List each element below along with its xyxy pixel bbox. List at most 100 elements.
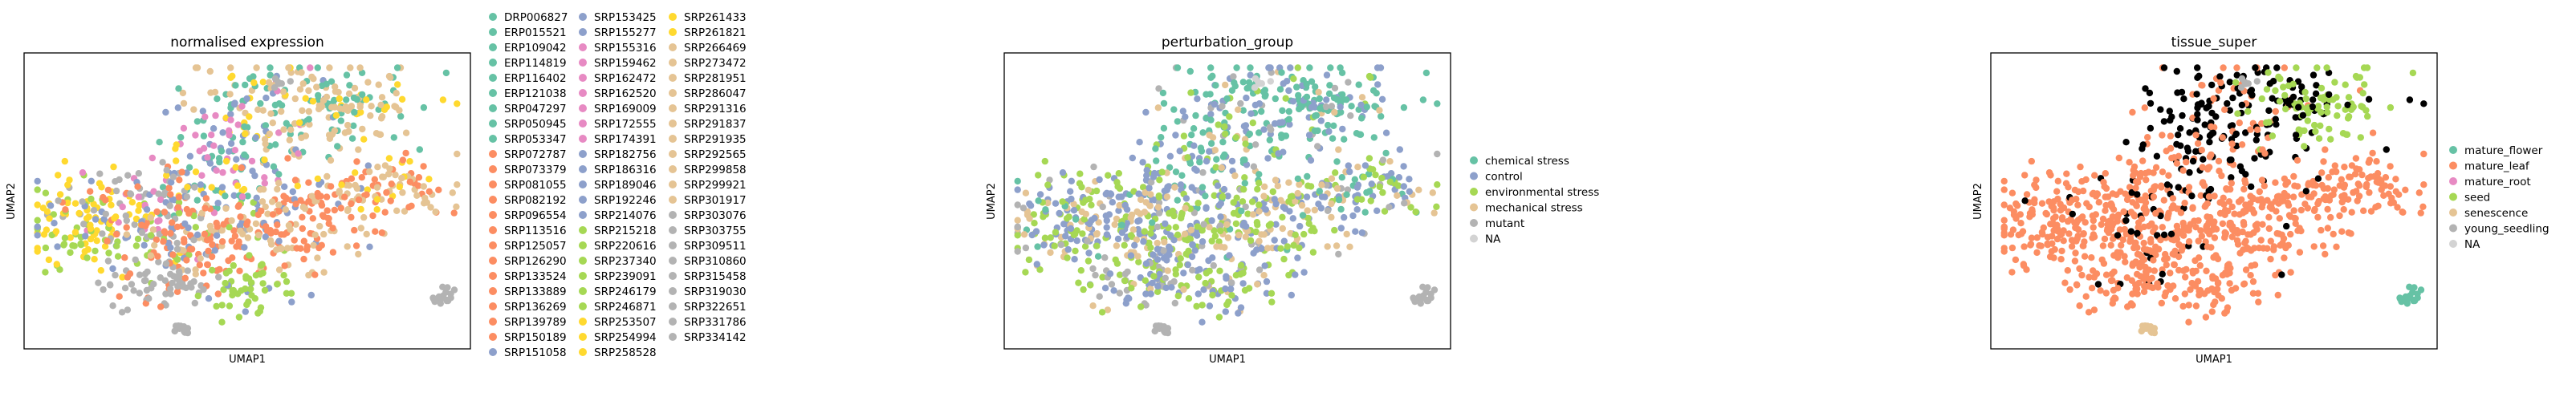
scatter-point: [2126, 159, 2133, 166]
scatter-point: [254, 106, 262, 113]
scatter-point: [1178, 209, 1186, 217]
scatter-point: [1094, 253, 1102, 260]
scatter-point: [1200, 221, 1207, 228]
scatter-point: [159, 184, 167, 191]
scatter-point: [2281, 189, 2288, 197]
scatter-point: [2122, 217, 2130, 225]
scatter-point: [1328, 200, 1335, 208]
scatter-point: [2297, 127, 2305, 135]
scatter-point: [2313, 82, 2320, 89]
scatter-point: [115, 219, 122, 226]
scatter-point: [2197, 100, 2205, 108]
scatter-point: [2287, 269, 2294, 276]
scatter-point: [1014, 177, 1021, 185]
scatter-point: [163, 172, 170, 179]
legend-label: SRP331786: [684, 316, 747, 329]
scatter-point: [246, 252, 253, 259]
scatter-point: [140, 241, 148, 249]
scatter-point: [324, 214, 332, 222]
scatter-point: [1034, 243, 1041, 250]
scatter-point: [381, 209, 389, 216]
scatter-point: [325, 220, 332, 227]
scatter-point: [1116, 290, 1124, 297]
scatter-point: [155, 190, 162, 197]
scatter-point: [1305, 220, 1312, 227]
scatter-point: [1093, 242, 1101, 249]
scatter-point: [87, 225, 95, 233]
scatter-point: [337, 117, 344, 124]
scatter-point: [42, 244, 50, 252]
scatter-point: [348, 175, 356, 182]
scatter-point: [1209, 291, 1216, 299]
scatter-point: [2042, 209, 2049, 217]
legend-marker: [669, 59, 677, 67]
scatter-point: [2119, 236, 2127, 244]
scatter-point: [1133, 208, 1141, 216]
scatter-point: [2272, 198, 2279, 205]
legend-marker: [669, 211, 677, 219]
legend-label: SRP254994: [594, 331, 657, 344]
scatter-point: [2167, 230, 2175, 237]
scatter-point: [173, 245, 181, 253]
scatter-point: [2265, 69, 2272, 76]
scatter-point: [343, 96, 350, 103]
scatter-point: [2265, 225, 2273, 233]
scatter-point: [1128, 285, 1135, 292]
scatter-point: [241, 244, 248, 251]
scatter-point: [1047, 249, 1054, 257]
scatter-point: [200, 269, 207, 277]
scatter-point: [1207, 64, 1215, 71]
scatter-point: [257, 261, 265, 269]
scatter-point: [2180, 223, 2187, 230]
scatter-point: [230, 261, 237, 269]
legend-marker: [489, 318, 497, 326]
legend-label: SRP126290: [504, 255, 567, 268]
legend-marker: [669, 28, 677, 36]
scatter-point: [96, 170, 104, 177]
scatter-point: [371, 176, 378, 183]
scatter-point: [1042, 206, 1049, 213]
scatter-point: [1423, 296, 1430, 304]
scatter-point: [2242, 266, 2250, 273]
scatter-point: [132, 242, 140, 249]
scatter-point: [1282, 95, 1289, 102]
legend-label: SRP214076: [594, 209, 657, 222]
scatter-point: [359, 91, 366, 99]
scatter-point: [1429, 189, 1437, 196]
scatter-point: [142, 300, 149, 307]
scatter-point: [2049, 233, 2056, 240]
scatter-point: [79, 198, 86, 205]
scatter-point: [1022, 244, 1030, 252]
scatter-point: [2236, 119, 2243, 127]
scatter-point: [2136, 251, 2143, 258]
scatter-point: [1238, 207, 1245, 215]
scatter-point: [55, 197, 62, 205]
scatter-point: [1258, 80, 1266, 87]
scatter-point: [1353, 196, 1361, 203]
scatter-point: [2327, 213, 2334, 221]
scatter-point: [323, 80, 330, 88]
scatter-point: [2314, 103, 2322, 110]
scatter-point: [1095, 219, 1102, 226]
scatter-point: [1296, 222, 1304, 230]
legend-marker: [669, 74, 677, 82]
scatter-point: [262, 140, 269, 148]
legend-label: SRP050945: [504, 118, 567, 131]
scatter-point: [2115, 154, 2122, 162]
scatter-point: [2122, 258, 2129, 265]
scatter-point: [1274, 182, 1282, 190]
scatter-point: [2160, 118, 2168, 125]
scatter-point: [2129, 108, 2136, 116]
scatter-point: [2293, 156, 2301, 164]
scatter-point: [1084, 237, 1091, 245]
scatter-point: [2196, 291, 2203, 299]
scatter-point: [1311, 127, 1319, 135]
scatter-point: [1263, 290, 1271, 297]
scatter-point: [1127, 232, 1135, 239]
scatter-point: [388, 180, 395, 188]
scatter-point: [2192, 224, 2200, 231]
scatter-point: [1093, 230, 1101, 238]
scatter-point: [346, 82, 353, 89]
scatter-point: [2062, 180, 2070, 187]
scatter-point: [1122, 300, 1130, 307]
